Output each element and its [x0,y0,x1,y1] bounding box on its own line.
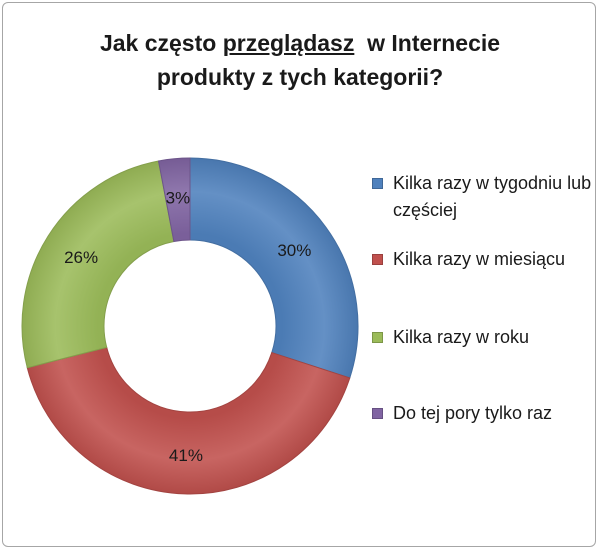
legend-label-weekly: Kilka razy w tygodniu lub częściej [393,173,592,220]
title-part-before: Jak często [99,30,223,56]
legend-item-monthly: Kilka razy w miesiącu [372,246,593,273]
title-part-underlined: przeglądasz [222,30,355,56]
slice-yearly [21,160,175,369]
legend-swatch-weekly [372,178,383,189]
slice-weekly [189,157,359,379]
title-part-after: w Internecie [354,30,501,56]
slice-label-monthly: 41% [169,446,203,465]
legend-label-monthly: Kilka razy w miesiącu [393,249,566,269]
legend-item-yearly: Kilka razy w roku [372,324,593,351]
legend-swatch-yearly [372,332,383,343]
legend-label-yearly: Kilka razy w roku [393,327,530,347]
slice-label-weekly: 30% [277,241,311,260]
legend-item-once: Do tej pory tylko raz [372,400,593,427]
chart-title: Jak często przeglądasz w Internecie prod… [0,26,600,94]
chart-title-line-2: produkty z tych kategorii? [156,64,444,90]
legend-swatch-once [372,408,383,419]
slice-label-yearly: 26% [64,248,98,267]
legend-swatch-monthly [372,254,383,265]
slice-once [157,157,191,243]
chart-title-line-1: Jak często przeglądasz w Internecie [0,26,600,60]
legend-item-weekly: Kilka razy w tygodniu lub częściej [372,170,593,224]
slice-label-once: 3% [166,189,191,208]
legend-label-once: Do tej pory tylko raz [393,403,553,423]
slice-monthly [26,346,351,495]
